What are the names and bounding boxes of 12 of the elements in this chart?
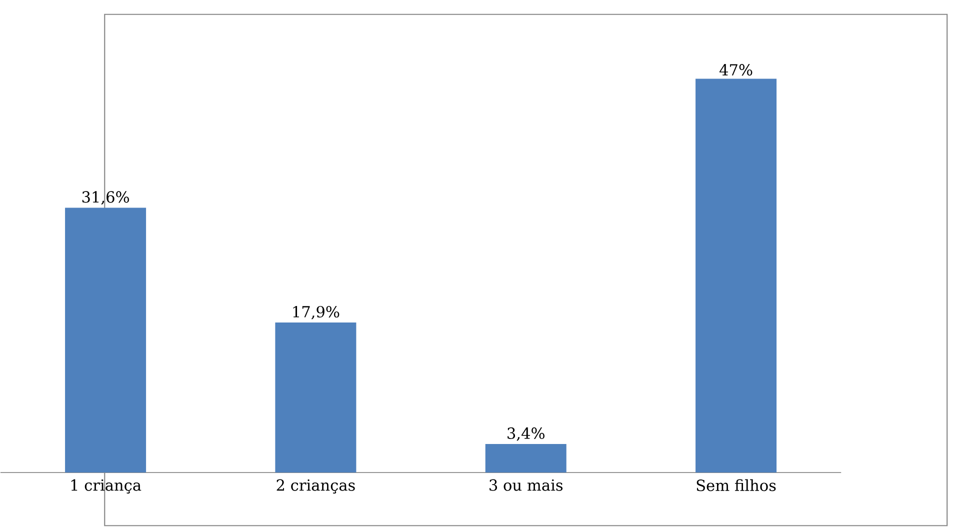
x-tick-label: Sem filhos: [696, 480, 776, 492]
bar: [275, 322, 356, 473]
data-label: 31,6%: [82, 191, 129, 205]
data-label: 3,4%: [508, 428, 544, 442]
x-tick-label: 1 criança: [71, 480, 142, 494]
data-label: 17,9%: [293, 306, 340, 320]
x-tick-label: 3 ou mais: [490, 480, 563, 492]
bar: [485, 444, 566, 473]
bar: [696, 78, 777, 473]
x-tick-label: 2 crianças: [276, 480, 355, 494]
bar: [65, 208, 146, 473]
data-label: 47%: [719, 64, 752, 76]
